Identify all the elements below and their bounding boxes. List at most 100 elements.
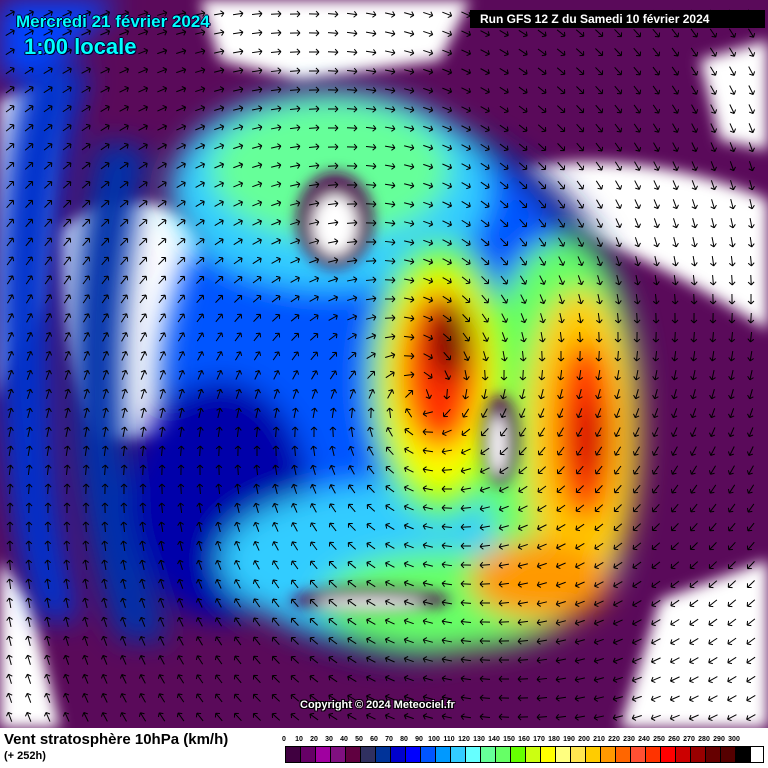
wind-arrow	[441, 429, 452, 437]
wind-arrow	[24, 28, 34, 36]
wind-arrow	[595, 48, 604, 57]
wind-arrow	[196, 445, 204, 457]
scale-tick: 300	[728, 736, 740, 743]
wind-arrow	[347, 712, 357, 720]
wind-arrow	[729, 180, 736, 191]
wind-arrow	[634, 218, 641, 229]
wind-arrow	[384, 106, 396, 113]
wind-arrow	[557, 143, 566, 152]
wind-arrow	[346, 10, 358, 18]
wind-arrow	[651, 465, 660, 475]
wind-arrow	[309, 332, 319, 341]
wind-arrow	[537, 29, 547, 38]
wind-arrow	[366, 693, 376, 701]
wind-arrow	[43, 66, 53, 75]
wind-arrow	[158, 502, 166, 514]
wind-arrow	[555, 619, 566, 626]
wind-arrow	[670, 446, 678, 456]
wind-arrow	[518, 162, 528, 171]
wind-arrow	[442, 408, 451, 418]
wind-arrow	[24, 9, 34, 17]
wind-arrow	[556, 524, 566, 532]
wind-arrow	[499, 466, 509, 475]
wind-arrow	[138, 29, 149, 36]
wind-arrow	[121, 351, 129, 361]
wind-arrow	[384, 201, 396, 208]
wind-arrow	[538, 369, 546, 381]
wind-arrow	[366, 579, 376, 588]
wind-arrow	[292, 370, 300, 380]
wind-arrow	[365, 49, 377, 56]
wind-arrow	[384, 163, 396, 170]
wind-arrow	[195, 199, 205, 208]
wind-arrow	[480, 428, 489, 437]
wind-arrow	[177, 578, 184, 589]
wind-arrow	[499, 219, 509, 228]
wind-arrow	[252, 181, 263, 188]
wind-arrow	[594, 523, 604, 532]
wind-arrow	[347, 655, 357, 664]
wind-arrow	[366, 598, 376, 606]
wind-arrow	[308, 200, 320, 207]
wind-arrow	[251, 67, 263, 74]
wind-arrow	[441, 580, 453, 587]
wind-arrow	[653, 256, 660, 267]
wind-arrow	[215, 332, 224, 342]
wind-arrow	[44, 464, 52, 476]
wind-arrow	[101, 275, 110, 285]
wind-arrow	[308, 105, 320, 113]
wind-arrow	[517, 637, 529, 645]
wind-arrow	[26, 407, 33, 418]
wind-arrow	[328, 276, 339, 283]
wind-arrow	[594, 562, 604, 570]
wind-arrow	[290, 200, 301, 207]
wind-arrow	[253, 351, 262, 361]
wind-arrow	[441, 618, 453, 625]
wind-arrow	[577, 312, 584, 324]
wind-arrow	[536, 562, 547, 569]
wind-arrow	[234, 445, 242, 457]
wind-arrow	[631, 657, 642, 665]
wind-arrow	[158, 464, 166, 476]
wind-arrow	[652, 350, 660, 362]
scale-swatch	[406, 747, 421, 762]
scale-swatch	[466, 747, 481, 762]
wind-arrow	[215, 464, 223, 476]
wind-arrow	[290, 219, 301, 226]
wind-arrow	[615, 199, 623, 209]
wind-arrow	[365, 200, 377, 208]
wind-arrow	[138, 218, 148, 227]
wind-arrow	[709, 350, 716, 362]
wind-arrow	[158, 483, 166, 495]
wind-arrow	[460, 694, 472, 701]
wind-arrow	[140, 388, 147, 399]
wind-arrow	[518, 48, 528, 57]
wind-arrow	[346, 29, 358, 37]
wind-arrow	[309, 219, 320, 226]
wind-arrow	[653, 274, 660, 286]
wind-arrow	[290, 256, 301, 264]
wind-arrow	[442, 220, 452, 228]
wind-arrow	[441, 637, 453, 644]
wind-arrow	[6, 464, 14, 476]
wind-arrow	[653, 218, 660, 229]
wind-arrow	[538, 181, 547, 190]
wind-arrow	[633, 47, 642, 57]
wind-arrow	[517, 675, 529, 683]
run-banner: Run GFS 12 Z du Samedi 10 février 2024	[470, 10, 765, 28]
wind-arrow	[404, 125, 415, 132]
wind-arrow	[384, 712, 395, 720]
wind-arrow	[517, 713, 529, 721]
wind-arrow	[272, 332, 281, 342]
wind-arrow	[254, 407, 261, 418]
wind-arrow	[119, 66, 130, 74]
wind-arrow	[441, 466, 453, 474]
scale-tick: 210	[593, 736, 605, 743]
wind-arrow	[176, 597, 184, 608]
wind-arrow	[365, 143, 377, 151]
wind-arrow	[442, 295, 452, 304]
wind-arrow	[461, 428, 471, 437]
wind-arrow	[441, 713, 452, 720]
wind-arrow	[576, 67, 585, 76]
wind-arrow	[158, 294, 167, 304]
